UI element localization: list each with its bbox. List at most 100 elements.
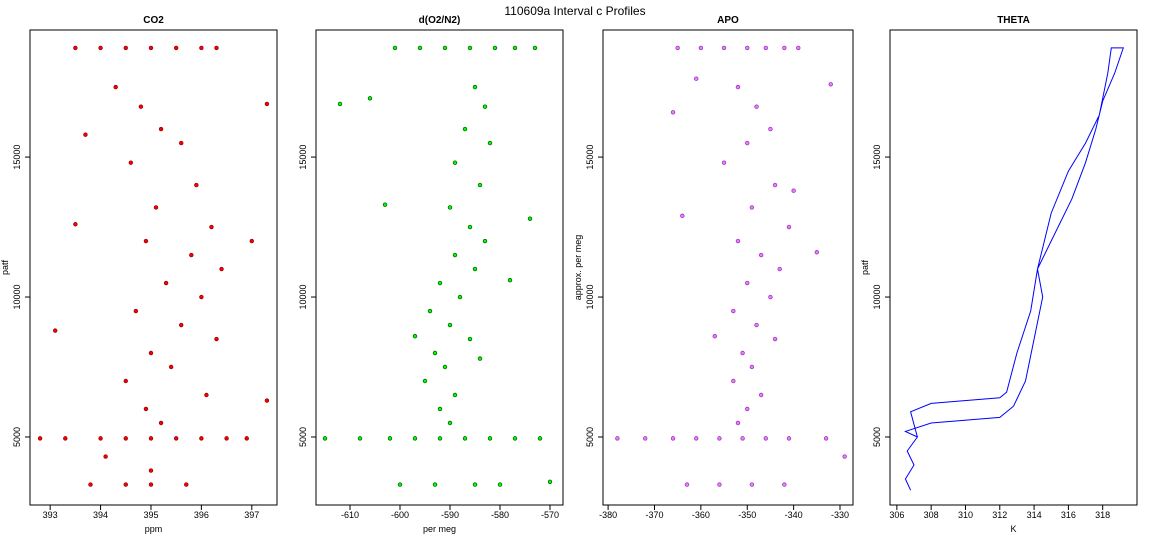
x-tick-label: -570 xyxy=(541,510,559,520)
data-point xyxy=(462,436,468,441)
data-point xyxy=(527,216,533,221)
data-point xyxy=(749,482,755,487)
y-tick-label: 10000 xyxy=(298,285,308,310)
x-tick-label: 310 xyxy=(958,510,973,520)
data-point xyxy=(128,160,134,165)
data-point xyxy=(367,96,373,101)
data-point xyxy=(199,45,204,51)
x-tick-label: 306 xyxy=(889,510,904,520)
x-tick-label: -340 xyxy=(785,510,803,520)
data-point xyxy=(199,436,204,441)
data-point xyxy=(148,350,154,356)
data-point xyxy=(512,45,518,51)
data-point xyxy=(184,482,189,487)
data-point xyxy=(143,238,149,244)
data-point xyxy=(745,45,750,51)
data-point xyxy=(422,378,428,384)
data-point xyxy=(98,436,103,441)
data-point xyxy=(173,436,179,441)
data-point xyxy=(763,45,769,51)
data-point xyxy=(427,308,433,314)
data-point xyxy=(432,482,438,487)
data-point xyxy=(777,266,782,272)
y-tick-label: 5000 xyxy=(585,427,595,447)
x-tick-label: -380 xyxy=(599,510,617,520)
data-point xyxy=(823,436,829,441)
x-tick-label: 314 xyxy=(1027,510,1042,520)
data-point xyxy=(73,45,78,51)
data-point xyxy=(772,182,778,188)
data-point xyxy=(194,182,199,188)
data-point xyxy=(442,364,448,370)
data-point xyxy=(148,468,154,473)
panel-title: CO2 xyxy=(143,15,164,26)
data-point xyxy=(467,45,473,51)
x-tick-label: -330 xyxy=(831,510,849,520)
data-point xyxy=(487,436,493,441)
data-point xyxy=(472,266,478,272)
data-point xyxy=(782,45,787,51)
data-point xyxy=(437,280,443,286)
data-point xyxy=(749,205,755,210)
data-point xyxy=(264,101,270,107)
data-point xyxy=(758,392,764,398)
figure-title: 110609a Interval c Profiles xyxy=(504,4,645,18)
data-point xyxy=(447,420,453,426)
data-point xyxy=(814,250,820,255)
data-point xyxy=(37,436,43,441)
data-point xyxy=(447,205,453,210)
data-point xyxy=(148,436,154,441)
data-point xyxy=(153,205,159,210)
plot-frame xyxy=(602,29,854,506)
data-point xyxy=(512,436,518,441)
x-tick-label: 318 xyxy=(1095,510,1110,520)
data-point xyxy=(796,45,801,51)
data-point xyxy=(643,436,648,441)
data-point xyxy=(138,104,144,109)
data-point xyxy=(189,252,194,258)
data-point xyxy=(694,436,699,441)
data-point xyxy=(452,252,458,258)
data-point xyxy=(158,420,164,426)
data-point xyxy=(148,482,154,487)
data-point xyxy=(123,436,128,441)
data-point xyxy=(721,160,727,165)
x-axis-label: ppm xyxy=(145,524,163,534)
data-point xyxy=(123,378,128,384)
data-point xyxy=(537,436,543,441)
data-point xyxy=(740,350,745,356)
y-tick-label: 5000 xyxy=(298,427,308,447)
data-point xyxy=(731,378,736,384)
y-axis-label: patf xyxy=(860,259,870,275)
data-point xyxy=(457,294,463,300)
data-point xyxy=(382,202,388,207)
data-point xyxy=(214,336,219,342)
data-point xyxy=(412,436,418,441)
data-point xyxy=(487,140,493,146)
data-point xyxy=(392,45,398,51)
data-point xyxy=(214,45,219,51)
y-tick-label: 15000 xyxy=(12,145,22,170)
panel-title: THETA xyxy=(997,15,1030,26)
data-point xyxy=(209,224,214,230)
data-point xyxy=(735,84,741,90)
data-point xyxy=(472,84,478,90)
data-point xyxy=(98,45,103,51)
data-point xyxy=(745,140,750,146)
data-point xyxy=(88,482,93,487)
x-tick-label: 396 xyxy=(194,510,209,520)
data-point xyxy=(158,126,164,132)
data-point xyxy=(224,436,229,441)
data-point xyxy=(492,45,498,51)
data-point xyxy=(143,406,149,412)
y-axis-label: patf xyxy=(0,259,10,275)
data-point xyxy=(675,45,680,51)
data-point xyxy=(123,482,128,487)
data-point xyxy=(717,436,722,441)
y-tick-label: 5000 xyxy=(12,427,22,447)
data-point xyxy=(717,482,722,487)
data-point xyxy=(758,252,764,258)
x-tick-label: -370 xyxy=(645,510,663,520)
data-point xyxy=(735,420,741,426)
